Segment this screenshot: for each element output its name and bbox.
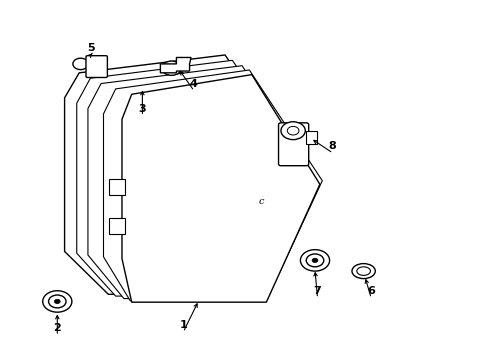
- Polygon shape: [77, 60, 309, 296]
- Ellipse shape: [351, 264, 374, 279]
- Circle shape: [54, 299, 60, 303]
- Text: 5: 5: [87, 43, 95, 53]
- Text: 6: 6: [366, 286, 374, 296]
- Text: c: c: [258, 197, 264, 206]
- Ellipse shape: [356, 267, 370, 275]
- Text: 8: 8: [327, 141, 335, 151]
- Polygon shape: [88, 66, 317, 298]
- Polygon shape: [64, 55, 302, 294]
- FancyBboxPatch shape: [278, 123, 308, 166]
- Circle shape: [311, 258, 317, 262]
- Bar: [305, 131, 316, 144]
- Polygon shape: [103, 70, 322, 301]
- Circle shape: [73, 58, 88, 69]
- Text: 3: 3: [138, 104, 146, 113]
- FancyBboxPatch shape: [86, 56, 107, 77]
- Circle shape: [281, 122, 305, 140]
- Text: 1: 1: [180, 320, 187, 330]
- Circle shape: [300, 249, 329, 271]
- Bar: [109, 219, 124, 234]
- Circle shape: [42, 291, 72, 312]
- Polygon shape: [160, 58, 191, 73]
- Circle shape: [162, 61, 181, 75]
- Circle shape: [48, 295, 66, 308]
- Text: 2: 2: [53, 323, 61, 333]
- Circle shape: [305, 254, 323, 267]
- Bar: [109, 179, 124, 195]
- Text: 7: 7: [313, 286, 321, 296]
- Polygon shape: [122, 75, 319, 302]
- Text: 4: 4: [189, 78, 197, 89]
- Circle shape: [287, 126, 298, 135]
